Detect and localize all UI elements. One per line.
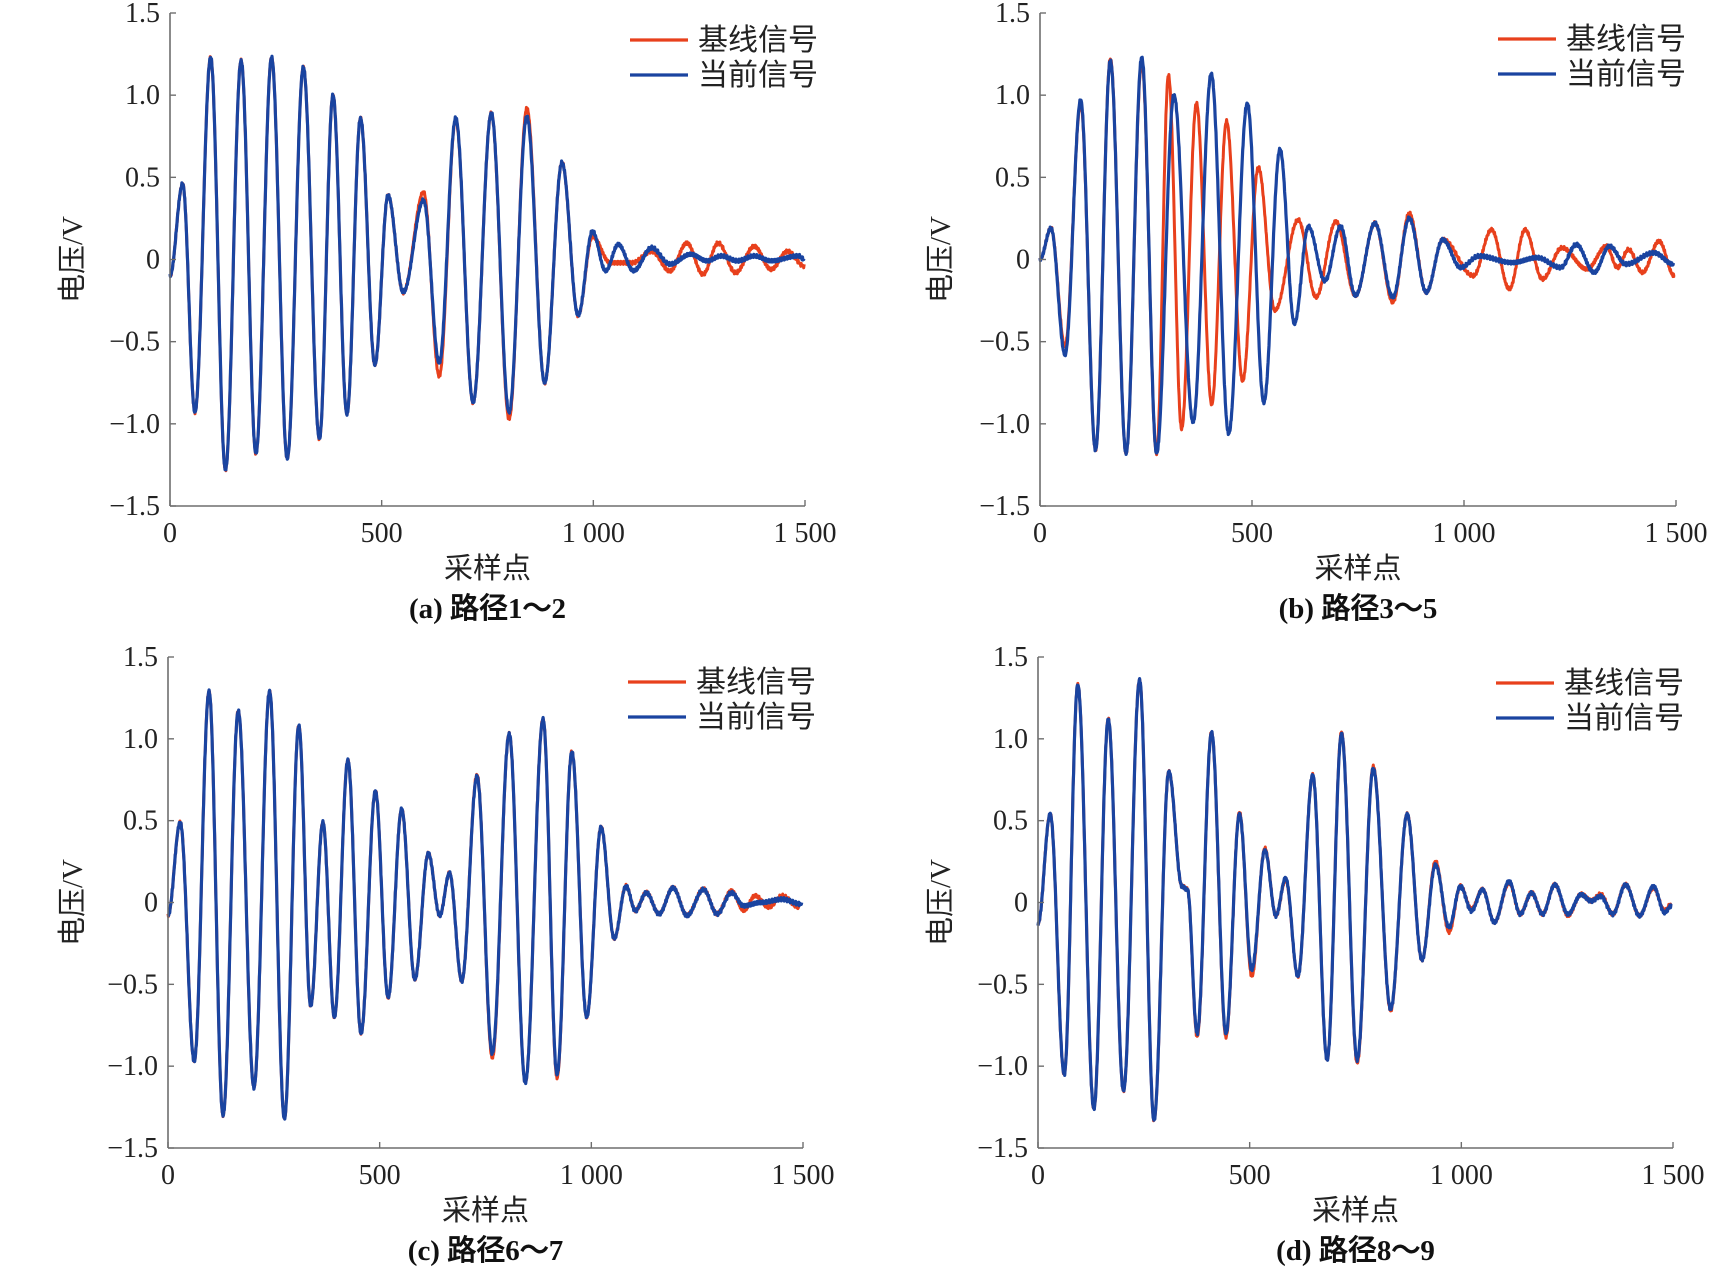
x-axis-label: 采样点: [442, 1194, 529, 1227]
y-tick-label: 1.5: [995, 0, 1030, 29]
x-tick-label: 0: [1031, 1160, 1045, 1191]
x-tick-label: 1 500: [1642, 1160, 1705, 1191]
y-tick-label: −1.5: [107, 1133, 158, 1164]
chart-panel-c: −1.5 −1.0 −0.5 0 0.5 1.0 1.5 0 500 1 000 1 500 采样点 电…: [56, 642, 835, 1267]
x-tick-label: 1 500: [1645, 518, 1708, 549]
current-signal-line: [168, 54, 806, 472]
x-tick-label: 1 000: [562, 518, 625, 549]
y-tick-label: 1.0: [993, 724, 1028, 755]
y-tick-label: 1.5: [123, 642, 158, 673]
y-tick-label: −1.0: [977, 1051, 1028, 1082]
x-tick-label: 0: [161, 1160, 175, 1191]
legend-label: 基线信号: [1566, 23, 1686, 56]
panel-caption: (d) 路径8～9: [1276, 1234, 1435, 1267]
y-tick-label: −0.5: [107, 969, 158, 1000]
y-tick-label: 0: [144, 888, 158, 919]
legend-label: 当前信号: [698, 59, 818, 92]
y-tick-label: 0.5: [125, 162, 160, 193]
x-tick-label: 0: [163, 518, 177, 549]
x-tick-label: 1 000: [560, 1160, 623, 1191]
legend-label: 基线信号: [696, 666, 816, 699]
panel-caption: (c) 路径6～7: [408, 1234, 563, 1267]
x-axis-label: 采样点: [1314, 552, 1401, 585]
y-tick-label: 0: [1014, 888, 1028, 919]
legend-label: 基线信号: [698, 24, 818, 57]
current-signal-line: [1036, 677, 1673, 1122]
current-signal-line: [1038, 55, 1676, 456]
y-axis-label: 电压/V: [924, 216, 957, 303]
x-tick-label: 500: [1231, 518, 1273, 549]
chart-panel-d: −1.5 −1.0 −0.5 0 0.5 1.0 1.5 0 500 1 000 1 500 采样点 电…: [924, 642, 1705, 1267]
y-tick-label: 1.0: [125, 80, 160, 111]
y-tick-label: 1.0: [995, 80, 1030, 111]
y-tick-label: −1.5: [977, 1133, 1028, 1164]
y-tick-label: 1.5: [993, 642, 1028, 673]
y-tick-label: −1.5: [109, 491, 160, 522]
y-tick-label: 0: [1016, 245, 1030, 276]
y-tick-label: 0: [146, 245, 160, 276]
x-tick-label: 500: [361, 518, 403, 549]
x-tick-label: 1 500: [772, 1160, 835, 1191]
y-tick-label: −1.0: [979, 409, 1030, 440]
legend-label: 当前信号: [1564, 702, 1684, 735]
x-tick-label: 500: [1229, 1160, 1271, 1191]
y-axis-label: 电压/V: [56, 859, 89, 946]
panel-caption: (a) 路径1～2: [409, 592, 566, 625]
y-tick-label: 1.0: [123, 724, 158, 755]
x-tick-label: 500: [359, 1160, 401, 1191]
y-tick-label: −0.5: [977, 969, 1028, 1000]
current-signal-line: [166, 688, 804, 1121]
chart-panel-a: −1.5 −1.0 −0.5 0 0.5 1.0 1.5 0 500 1 000 1 500 采样点 电…: [56, 0, 837, 625]
y-tick-label: 1.5: [125, 0, 160, 29]
y-tick-label: 0.5: [995, 162, 1030, 193]
y-tick-label: 0.5: [993, 806, 1028, 837]
y-tick-label: −1.0: [109, 409, 160, 440]
legend-label: 当前信号: [696, 701, 816, 734]
x-tick-label: 1 000: [1430, 1160, 1493, 1191]
x-axis-label: 采样点: [1312, 1194, 1399, 1227]
x-tick-label: 1 000: [1433, 518, 1496, 549]
legend-label: 基线信号: [1564, 667, 1684, 700]
y-tick-label: −1.0: [107, 1051, 158, 1082]
x-axis-label: 采样点: [444, 552, 531, 585]
y-tick-label: −0.5: [979, 327, 1030, 358]
y-tick-label: −0.5: [109, 327, 160, 358]
panel-caption: (b) 路径3～5: [1279, 592, 1438, 625]
chart-panel-b: −1.5 −1.0 −0.5 0 0.5 1.0 1.5 0 500 1 000 1 500 采样点 电…: [924, 0, 1708, 625]
x-tick-label: 1 500: [774, 518, 837, 549]
x-tick-label: 0: [1033, 518, 1047, 549]
legend-label: 当前信号: [1566, 58, 1686, 91]
y-axis-label: 电压/V: [56, 216, 89, 303]
y-tick-label: −1.5: [979, 491, 1030, 522]
y-tick-label: 0.5: [123, 806, 158, 837]
y-axis-label: 电压/V: [924, 859, 957, 946]
